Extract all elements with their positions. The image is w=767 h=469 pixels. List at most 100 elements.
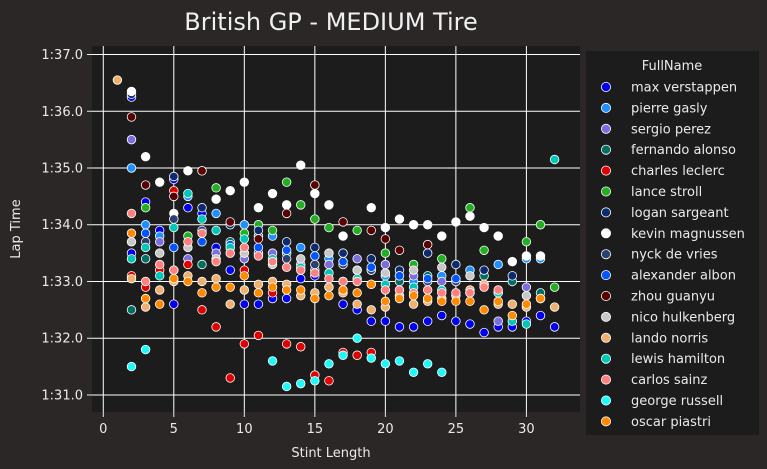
data-point: [310, 259, 320, 270]
data-point: [521, 251, 532, 261]
data-point: [253, 225, 264, 236]
data-point: [140, 180, 151, 190]
data-point: [507, 299, 518, 309]
data-point: [338, 256, 348, 267]
data-point: [225, 282, 235, 292]
legend-marker: [601, 144, 612, 155]
data-point: [239, 285, 250, 295]
data-point: [380, 222, 391, 233]
data-point: [507, 310, 518, 321]
legend-item: kevin magnussen: [601, 227, 745, 242]
data-point: [281, 208, 292, 219]
data-point: [437, 276, 447, 287]
data-point: [549, 302, 560, 312]
data-point: [126, 163, 137, 173]
data-point: [380, 296, 391, 307]
data-point: [394, 322, 405, 332]
data-point: [296, 160, 306, 170]
data-point: [281, 339, 292, 349]
legend-marker: [601, 332, 612, 343]
data-point: [422, 359, 433, 369]
data-point: [154, 237, 165, 247]
data-point: [408, 367, 419, 377]
data-point: [126, 305, 137, 315]
data-point: [465, 296, 475, 307]
data-point: [437, 262, 447, 273]
legend-marker: [601, 290, 612, 301]
data-point: [310, 188, 320, 199]
data-point: [338, 350, 348, 360]
data-point: [437, 288, 447, 298]
data-point: [493, 316, 503, 326]
legend-marker: [601, 186, 612, 197]
data-point: [239, 234, 250, 244]
data-point: [126, 208, 137, 219]
data-point: [239, 220, 250, 230]
data-point: [211, 208, 221, 219]
data-point: [140, 228, 151, 238]
plot-area: [92, 46, 580, 412]
data-point: [422, 273, 433, 284]
data-point: [296, 378, 306, 389]
data-point: [451, 316, 461, 326]
data-point: [239, 299, 250, 309]
data-point: [211, 256, 221, 267]
legend-marker: [601, 311, 612, 322]
legend-item: nico hulkenberg: [601, 310, 735, 325]
data-point: [239, 242, 250, 253]
y-axis-label: Lap Time: [9, 199, 24, 258]
data-point: [451, 217, 461, 227]
y-tick-label: 1:35.0: [41, 162, 83, 177]
data-point: [310, 180, 320, 190]
data-point: [296, 265, 306, 275]
data-point: [281, 285, 292, 295]
data-point: [394, 356, 405, 366]
data-point: [296, 254, 306, 264]
data-point: [183, 188, 193, 199]
data-point: [140, 203, 151, 213]
data-point: [451, 259, 461, 270]
data-point: [253, 288, 264, 298]
data-point: [521, 237, 532, 247]
data-point: [211, 183, 221, 193]
data-point: [380, 259, 391, 270]
chart-title: British GP - MEDIUM Tire: [184, 8, 477, 36]
data-point: [253, 203, 264, 213]
legend-label: max verstappen: [631, 81, 737, 96]
data-point: [225, 299, 235, 309]
series-kevin-magnussen: [126, 86, 546, 267]
data-point: [338, 231, 348, 241]
data-point: [154, 259, 165, 270]
data-point: [535, 220, 546, 230]
legend-item: lance stroll: [601, 185, 702, 200]
data-point: [352, 225, 362, 236]
x-tick-label: 15: [307, 422, 324, 437]
data-point: [324, 290, 334, 301]
legend-marker: [601, 228, 612, 239]
data-point: [225, 217, 235, 227]
data-point: [197, 305, 207, 315]
data-point: [296, 342, 306, 352]
data-point: [380, 234, 391, 244]
data-point: [225, 373, 235, 383]
data-point: [451, 296, 461, 307]
data-point: [535, 293, 546, 304]
data-point: [211, 282, 221, 292]
data-point: [451, 288, 461, 298]
data-point: [183, 166, 193, 176]
data-point: [281, 381, 292, 392]
data-point: [140, 220, 151, 230]
data-point: [366, 305, 376, 315]
data-point: [479, 327, 489, 338]
data-point: [253, 242, 264, 253]
data-point: [267, 225, 278, 236]
data-point: [408, 299, 419, 309]
data-point: [465, 319, 475, 329]
data-point: [253, 279, 264, 290]
data-point: [296, 200, 306, 210]
data-point: [310, 251, 320, 261]
data-point: [296, 242, 306, 253]
legend-label: lewis hamilton: [631, 352, 725, 367]
data-point: [225, 248, 235, 258]
legend-marker: [601, 395, 612, 406]
